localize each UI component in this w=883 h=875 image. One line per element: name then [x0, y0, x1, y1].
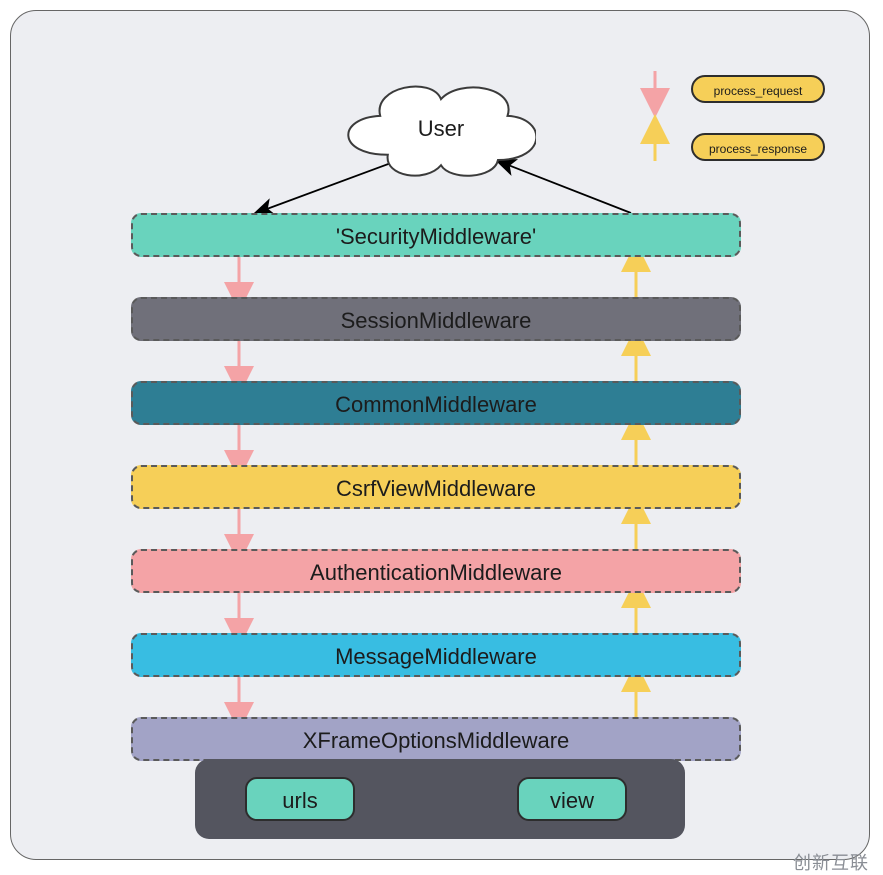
middleware-box: AuthenticationMiddleware	[131, 549, 741, 593]
middleware-box: 'SecurityMiddleware'	[131, 213, 741, 257]
middleware-box: SessionMiddleware	[131, 297, 741, 341]
legend-process-response: process_response	[691, 133, 825, 161]
middleware-box: XFrameOptionsMiddleware	[131, 717, 741, 761]
middleware-label: CsrfViewMiddleware	[336, 476, 536, 501]
user-label: User	[418, 116, 464, 141]
urls-node: urls	[245, 777, 355, 821]
diagram-frame: User 'SecurityMiddleware' SessionMiddlewa…	[10, 10, 870, 860]
legend-response-label: process_response	[709, 142, 807, 156]
middleware-box: CsrfViewMiddleware	[131, 465, 741, 509]
middleware-label: 'SecurityMiddleware'	[336, 224, 536, 249]
middleware-label: SessionMiddleware	[341, 308, 532, 333]
watermark-text: 创新互联	[793, 849, 869, 875]
middleware-label: MessageMiddleware	[335, 644, 537, 669]
user-node: User	[346, 76, 536, 181]
middleware-label: CommonMiddleware	[335, 392, 537, 417]
view-node: view	[517, 777, 627, 821]
middleware-label: AuthenticationMiddleware	[310, 560, 562, 585]
view-label: view	[550, 788, 594, 813]
legend-request-label: process_request	[714, 84, 803, 98]
middleware-label: XFrameOptionsMiddleware	[303, 728, 570, 753]
middleware-box: CommonMiddleware	[131, 381, 741, 425]
urls-label: urls	[282, 788, 317, 813]
middleware-box: MessageMiddleware	[131, 633, 741, 677]
legend-process-request: process_request	[691, 75, 825, 103]
